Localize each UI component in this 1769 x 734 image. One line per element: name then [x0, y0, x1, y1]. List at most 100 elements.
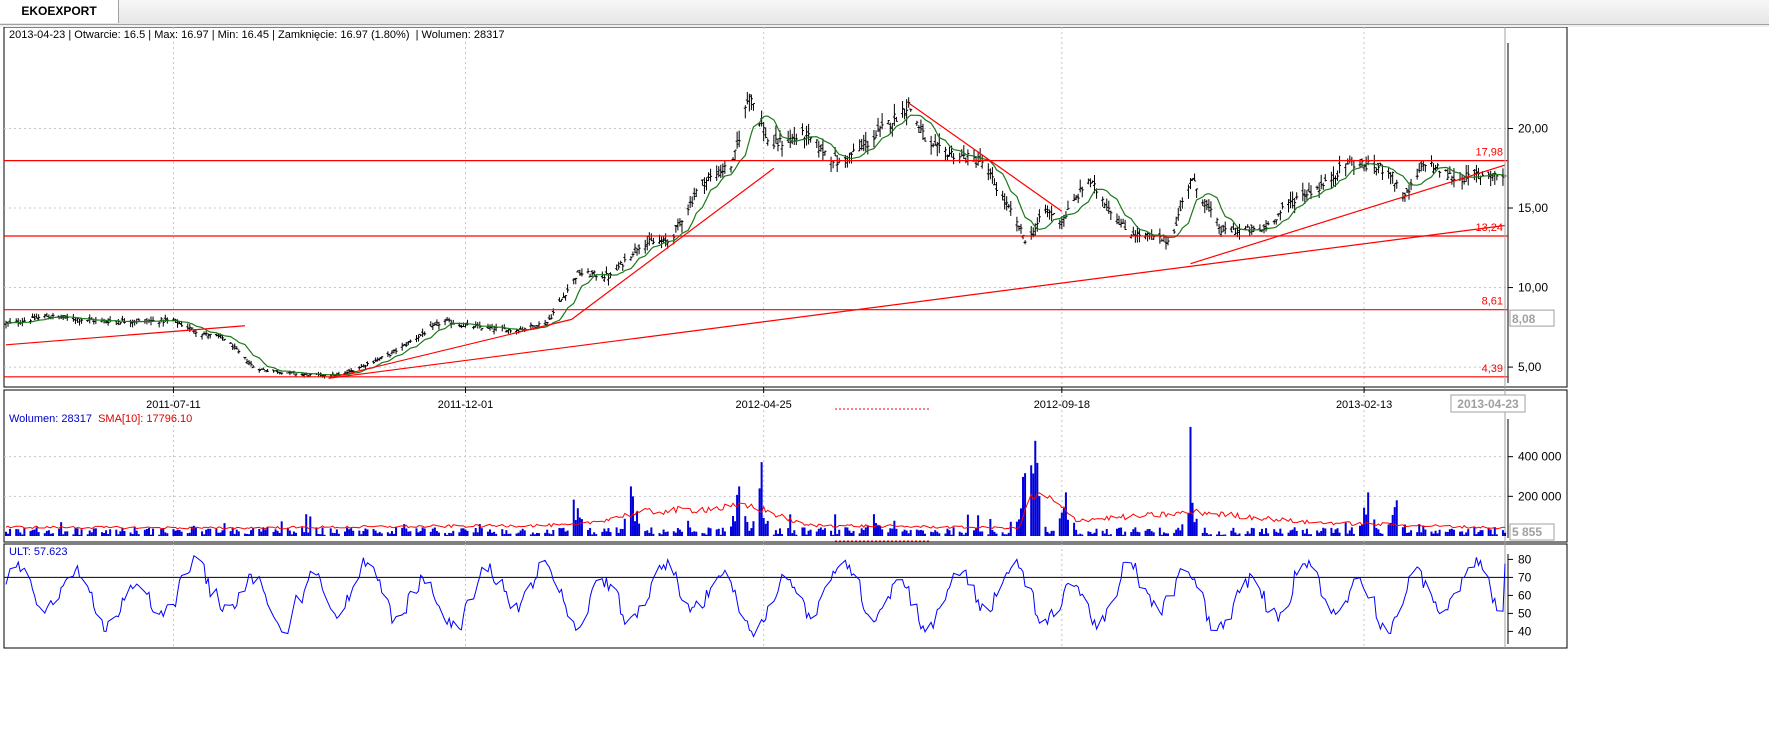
volume-bar — [1277, 532, 1280, 536]
volume-bar — [1436, 533, 1439, 536]
volume-bar — [1066, 519, 1069, 536]
volume-bar — [448, 532, 451, 536]
volume-bar — [578, 517, 581, 536]
volume-bar — [844, 527, 847, 536]
volume-bar — [544, 532, 547, 536]
volume-bar — [636, 511, 639, 536]
volume-bar — [1316, 530, 1319, 536]
volume-bar — [1410, 530, 1413, 536]
volume-bar — [1032, 473, 1035, 536]
volume-bar — [176, 529, 179, 536]
volume-bar — [1093, 532, 1096, 536]
volume-bar — [695, 531, 698, 536]
volume-bar — [1189, 426, 1192, 536]
info-max: 16.97 — [181, 29, 209, 41]
volume-bar — [188, 532, 191, 536]
volume-bar — [805, 534, 808, 536]
volume-bar — [1289, 530, 1292, 536]
volume-bar — [548, 533, 551, 536]
volume-tick-label: 200 000 — [1518, 489, 1562, 503]
volume-bar — [658, 533, 661, 536]
volume-bar — [1089, 531, 1092, 536]
volume-bar — [1001, 532, 1004, 536]
volume-bar — [572, 499, 575, 536]
volume-bar — [1303, 533, 1306, 536]
volume-bar — [1450, 528, 1453, 536]
volume-bar — [1375, 527, 1378, 536]
volume-bar — [360, 534, 363, 536]
volume-bar — [1158, 527, 1161, 536]
volume-bar — [907, 533, 910, 536]
tab-ekoexport[interactable]: EKOEXPORT — [0, 0, 119, 23]
volume-bar — [924, 533, 927, 536]
volume-bar — [100, 532, 103, 536]
volume-bar — [294, 532, 297, 536]
volume-bar — [1479, 530, 1482, 536]
volume-bar — [977, 515, 980, 536]
volume-bar — [1144, 530, 1147, 536]
volume-bar — [1379, 533, 1382, 536]
volume-bar — [619, 528, 622, 536]
volume-bar — [993, 531, 996, 536]
volume-bar — [507, 533, 510, 536]
volume-bar — [1293, 527, 1296, 536]
volume-bar — [109, 529, 112, 536]
volume-bar — [866, 525, 869, 536]
volume-bar — [1181, 524, 1184, 536]
volume-bar — [952, 527, 955, 536]
volume-bar — [515, 533, 518, 536]
volume-bar — [1250, 527, 1253, 536]
volume-bar — [1324, 528, 1327, 536]
volume-bar — [1365, 514, 1368, 536]
chart-canvas[interactable]: 2011-07-11 2011-12-01 2012-04-25 2012-09-18… — [0, 27, 1769, 734]
volume-bar — [288, 530, 291, 536]
volume-bar — [1187, 512, 1190, 536]
volume-crosshair-box — [1509, 523, 1555, 541]
volume-bar — [319, 534, 322, 536]
crosshair-x-box — [1450, 394, 1526, 413]
volume-bar — [129, 532, 132, 536]
volume-bar — [235, 529, 238, 536]
volume-bar — [491, 532, 494, 536]
volume-bar — [973, 530, 976, 536]
volume-bar — [1267, 533, 1270, 536]
volume-bar — [43, 533, 46, 536]
volume-bar — [560, 528, 563, 536]
volume-bar — [591, 534, 594, 536]
volume-bar — [848, 530, 851, 536]
volume-bar — [789, 514, 792, 536]
volume-bar — [435, 531, 438, 536]
volume-bar — [1263, 534, 1266, 536]
volume-bar — [919, 529, 922, 536]
volume-bar — [90, 532, 93, 536]
volume-bar — [1309, 534, 1312, 536]
volume-bar — [303, 532, 306, 536]
volume-bar — [364, 528, 367, 536]
volume-bar — [486, 531, 489, 536]
volume-bar — [723, 531, 726, 536]
volume-bar — [378, 531, 381, 536]
volume-bar — [1222, 534, 1225, 536]
volume-bar — [678, 529, 681, 536]
volume-bar — [505, 530, 508, 536]
volume-bar — [423, 528, 426, 536]
volume-bar — [1489, 529, 1492, 536]
volume-bar — [376, 533, 379, 536]
horizontal-level-label: 17,98 — [1475, 147, 1503, 159]
volume-bar — [15, 529, 18, 536]
ult-legend: ULT: 57.623 — [9, 546, 68, 558]
volume-bar — [374, 530, 377, 536]
volume-bar — [1381, 533, 1384, 536]
ult-tick-label: 40 — [1518, 624, 1532, 638]
volume-bar — [791, 533, 794, 536]
volume-bar — [417, 532, 420, 536]
chart-area[interactable]: 2011-07-11 2011-12-01 2012-04-25 2012-09-18… — [0, 27, 1769, 734]
volume-bar — [433, 527, 436, 536]
volume-bar — [1220, 534, 1223, 536]
trend-line — [1190, 164, 1506, 265]
info-date: 2013-04-23 — [9, 29, 66, 41]
volume-bar — [480, 528, 483, 536]
crosshair-y-label: 8,08 — [1512, 312, 1536, 326]
volume-bar — [779, 528, 782, 536]
volume-bar — [1060, 512, 1063, 536]
